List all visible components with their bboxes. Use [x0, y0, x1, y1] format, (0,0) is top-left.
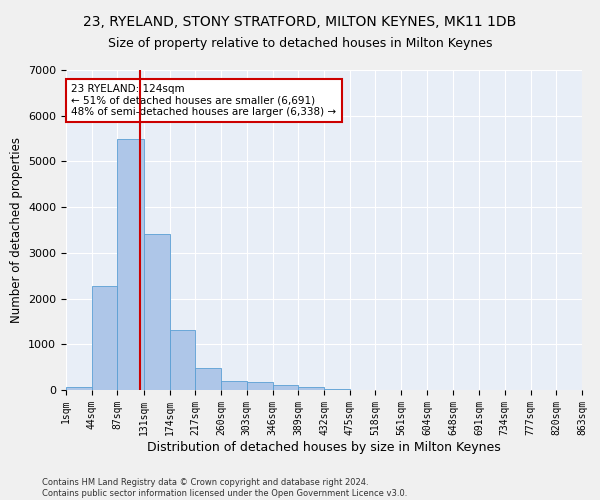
Bar [247, 382, 272, 390]
Y-axis label: Number of detached properties: Number of detached properties [10, 137, 23, 323]
Bar [272, 386, 298, 390]
Bar [66, 387, 92, 390]
Text: 23 RYELAND: 124sqm
← 51% of detached houses are smaller (6,691)
48% of semi-deta: 23 RYELAND: 124sqm ← 51% of detached hou… [71, 84, 337, 117]
Bar [170, 330, 195, 390]
Bar [324, 388, 350, 390]
Bar [298, 388, 324, 390]
Bar [195, 368, 221, 390]
Text: Size of property relative to detached houses in Milton Keynes: Size of property relative to detached ho… [108, 38, 492, 51]
Text: 23, RYELAND, STONY STRATFORD, MILTON KEYNES, MK11 1DB: 23, RYELAND, STONY STRATFORD, MILTON KEY… [83, 15, 517, 29]
Bar [144, 234, 170, 390]
Bar [118, 138, 144, 390]
Bar [221, 381, 247, 390]
Bar [92, 286, 118, 390]
X-axis label: Distribution of detached houses by size in Milton Keynes: Distribution of detached houses by size … [147, 440, 501, 454]
Text: Contains HM Land Registry data © Crown copyright and database right 2024.
Contai: Contains HM Land Registry data © Crown c… [42, 478, 407, 498]
